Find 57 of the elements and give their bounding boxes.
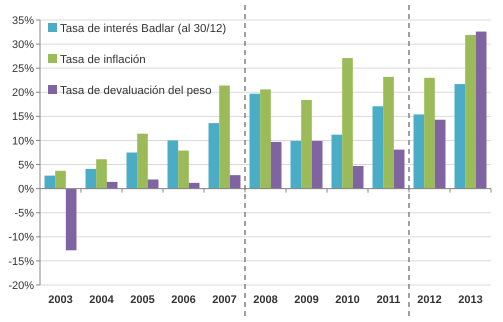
bar [178,150,189,189]
y-tick-label: 25% [12,63,34,76]
x-tick-label: 2004 [89,294,115,306]
bar [270,142,282,189]
y-tick-label: -15% [8,256,34,268]
bar [66,188,76,250]
x-tick-label: 2007 [212,294,237,306]
bar [312,140,322,189]
bar [55,170,66,189]
y-tick-label: 5% [18,159,34,172]
bar [230,175,240,189]
bar [332,134,342,189]
y-tick-label: -20% [8,280,34,292]
bar [137,134,148,189]
bar [148,179,158,189]
bar [219,86,230,189]
bar [476,32,486,189]
x-tick-label: 2010 [335,294,360,306]
bar [96,159,107,189]
x-tick-label: 2012 [417,294,442,306]
bar [250,94,260,189]
x-tick-label: 2005 [130,294,155,306]
y-tick-label: 0% [18,183,34,196]
x-tick-label: 2008 [253,294,278,306]
x-tick-label: 2013 [458,294,483,306]
bar [342,58,353,189]
bar [465,34,476,189]
bar [290,140,302,189]
y-tick-label: -5% [14,208,34,220]
bar [372,106,384,189]
bar [424,78,435,189]
x-tick-label: 2009 [294,294,319,306]
bar [352,166,364,189]
bar [394,150,404,189]
y-tick-label: 35% [12,14,34,27]
bar [208,123,220,189]
x-tick-label: 2006 [171,294,196,306]
bar [260,89,271,189]
bar [301,100,312,189]
x-tick-label: 2003 [48,294,73,306]
bar [434,120,446,189]
legend-label: Tasa de inflación [60,54,146,66]
x-tick-label: 2011 [376,294,400,306]
y-tick-label: 15% [12,111,34,124]
y-tick-label: 10% [12,135,34,148]
y-tick-label: -10% [8,232,34,244]
bar [44,176,56,189]
bar [126,152,138,189]
y-tick-label: 20% [12,87,34,100]
bar [383,76,394,189]
bar [454,84,466,189]
bar [86,168,96,189]
legend-label: Tasa de interés Badlar (al 30/12) [60,23,226,36]
legend-label: Tasa de devaluación del peso [60,85,212,98]
bar [414,114,424,189]
y-tick-label: 30% [12,38,34,51]
bar [168,140,178,189]
